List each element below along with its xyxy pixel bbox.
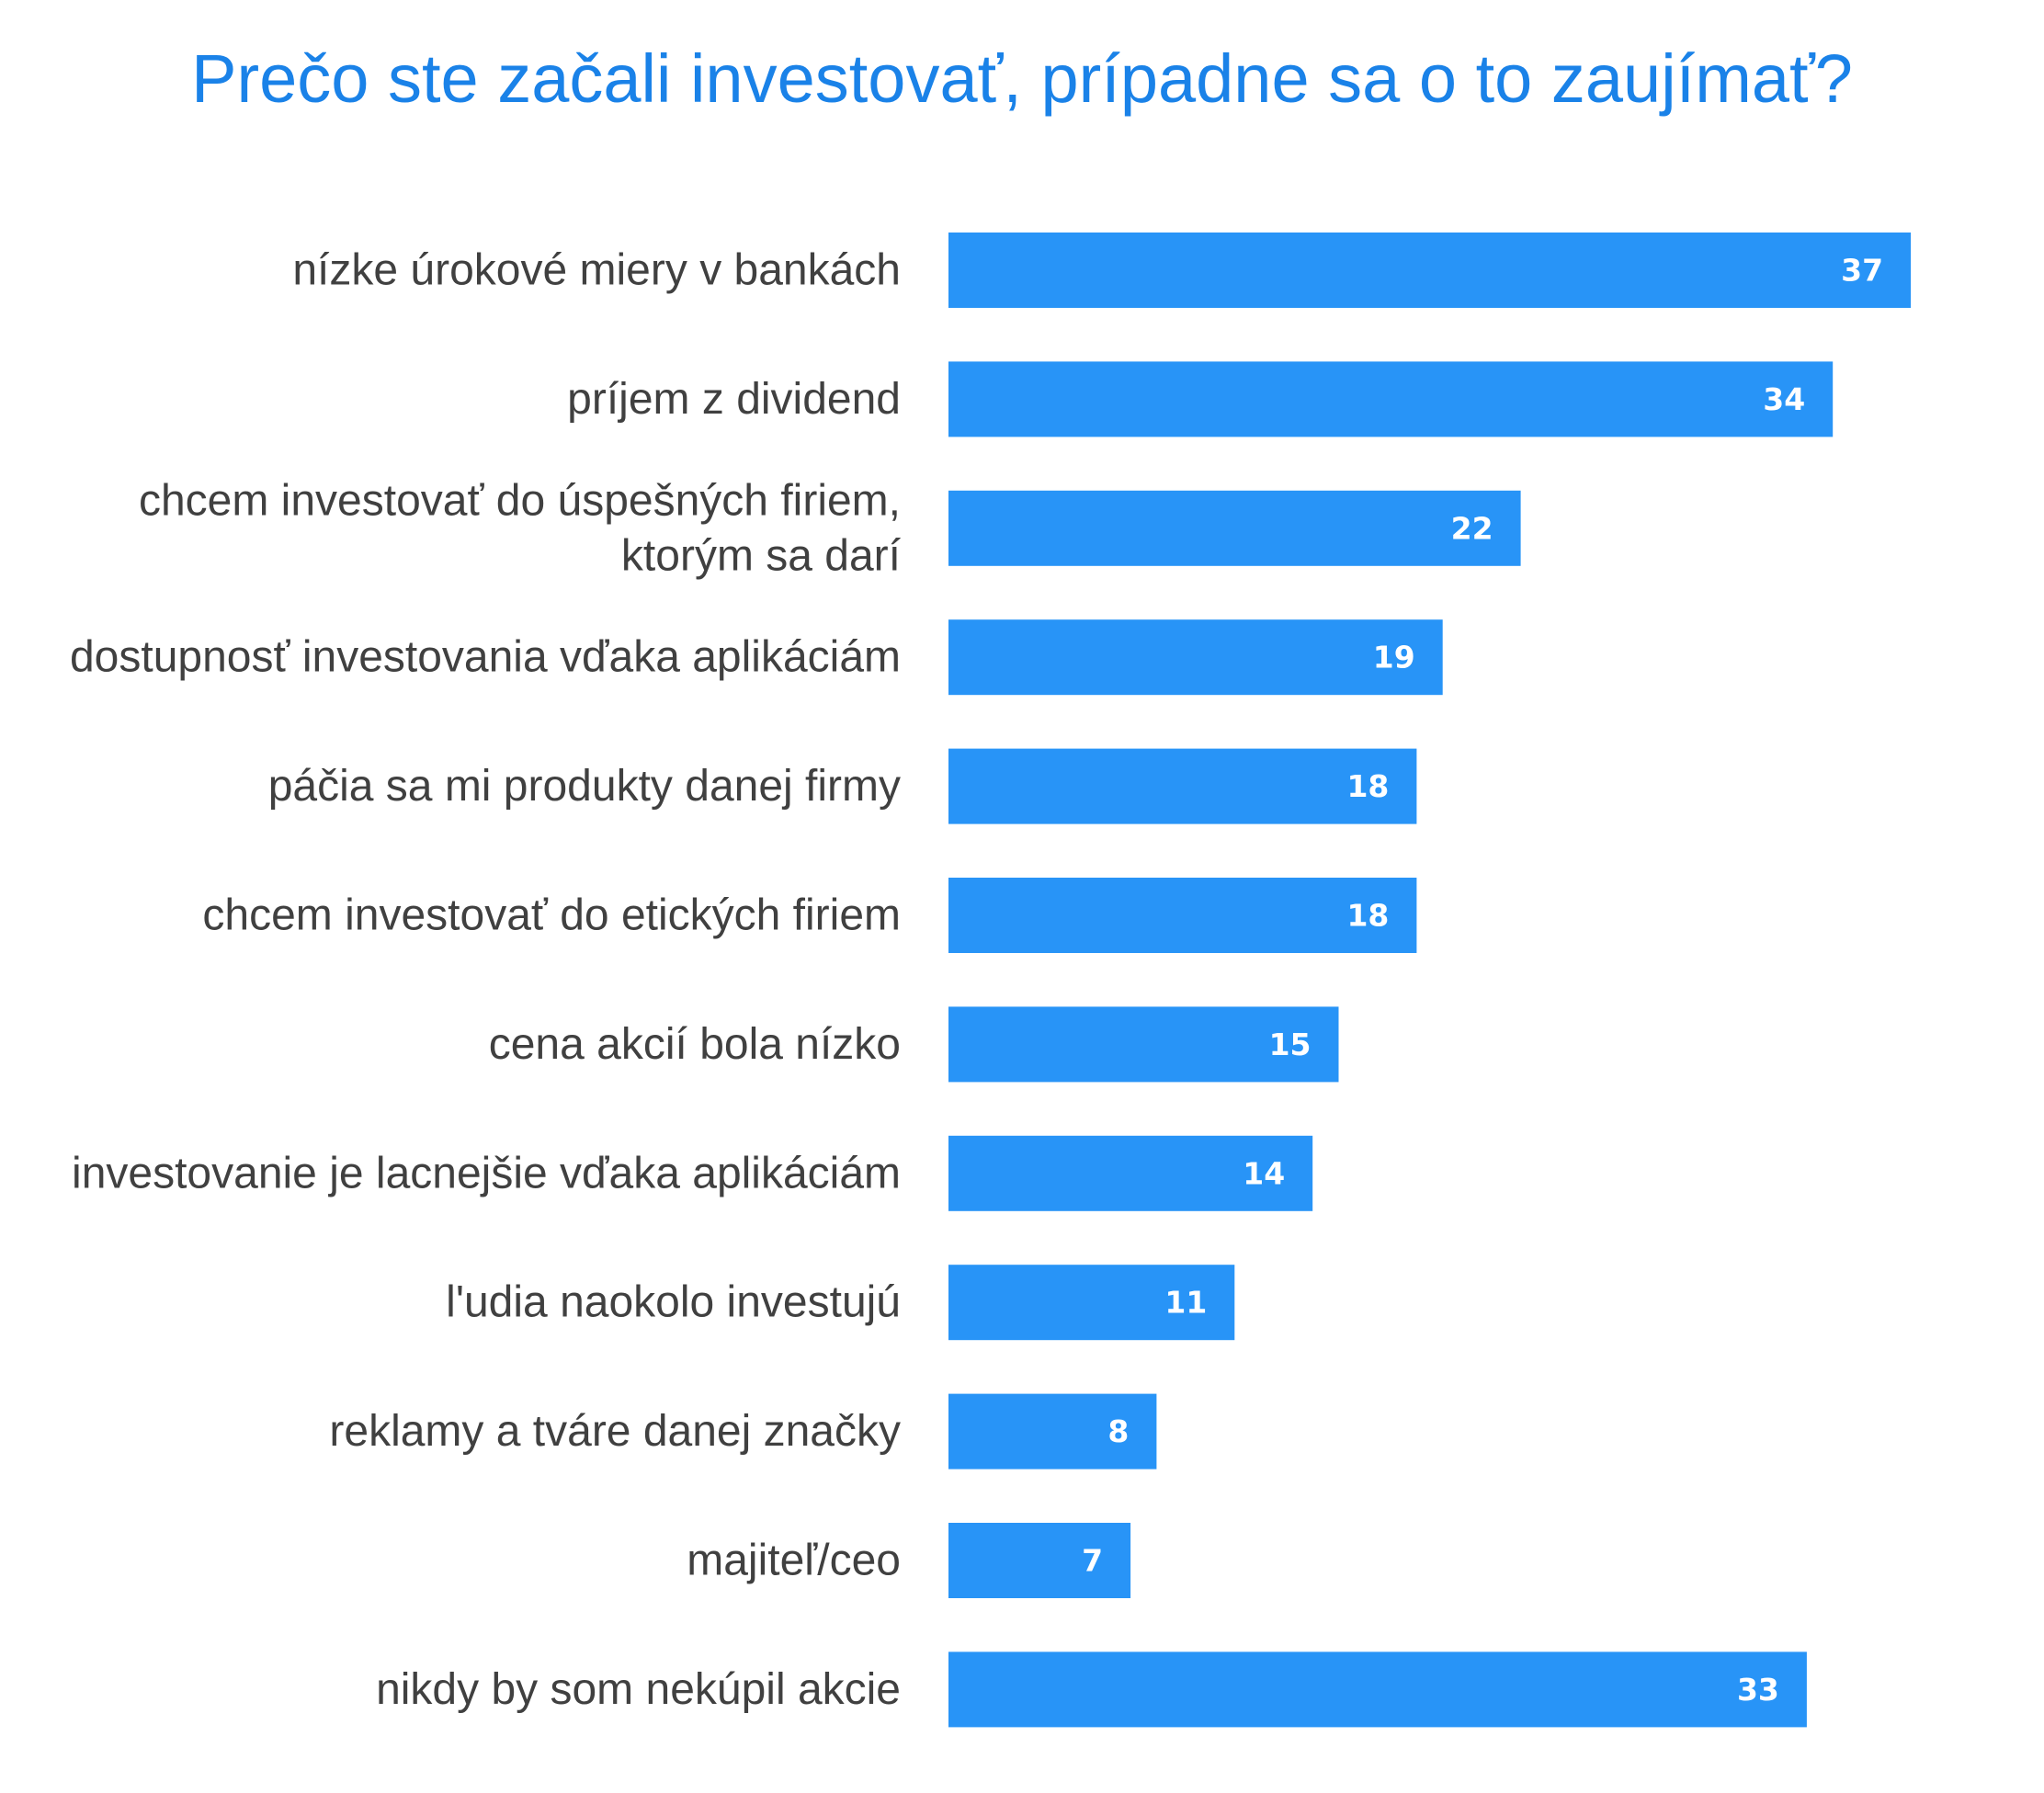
category-label-8: investovanie je lacnejšie vďaka aplikáci… xyxy=(72,1149,901,1197)
value-label-7: 15 xyxy=(1269,1027,1312,1062)
value-label-12: 33 xyxy=(1737,1672,1779,1708)
category-label-5: páčia sa mi produkty danej firmy xyxy=(268,762,901,811)
category-label-10: reklamy a tváre danej značky xyxy=(329,1407,901,1456)
category-label-6: chcem investovať do etických firiem xyxy=(202,891,901,940)
category-label-11: majiteľ/ceo xyxy=(687,1537,901,1585)
category-label-9: l'udia naokolo investujú xyxy=(446,1278,901,1327)
bar-1 xyxy=(948,233,1912,308)
bar-4 xyxy=(948,619,1443,696)
value-label-1: 37 xyxy=(1841,253,1883,289)
value-label-4: 19 xyxy=(1373,640,1415,675)
category-label-3-line-2: ktorým sa darí xyxy=(621,531,902,580)
bar-8 xyxy=(948,1135,1313,1211)
value-label-11: 7 xyxy=(1082,1543,1103,1579)
category-label-3-line-1: chcem investovať do úspešných firiem, xyxy=(139,476,901,525)
value-label-6: 18 xyxy=(1346,898,1389,934)
bar-9 xyxy=(948,1265,1235,1341)
bar-12 xyxy=(948,1651,1807,1728)
value-labels-group: 37 34 22 19 18 18 15 14 11 8 7 33 xyxy=(1082,253,1883,1708)
bar-11 xyxy=(948,1523,1131,1598)
category-labels-group: nízke úrokové miery v bankách príjem z di… xyxy=(70,246,902,1714)
bar-5 xyxy=(948,748,1417,824)
bars-group xyxy=(948,233,1912,1728)
category-label-1: nízke úrokové miery v bankách xyxy=(292,246,901,295)
bar-3 xyxy=(948,490,1521,566)
bar-7 xyxy=(948,1006,1339,1083)
value-label-5: 18 xyxy=(1346,768,1389,804)
category-label-4: dostupnosť investovania vďaka aplikáciám xyxy=(70,633,901,682)
value-label-8: 14 xyxy=(1243,1155,1285,1191)
category-label-12: nikdy by som nekúpil akcie xyxy=(376,1665,901,1714)
value-label-10: 8 xyxy=(1107,1413,1129,1449)
bar-10 xyxy=(948,1393,1157,1470)
value-label-2: 34 xyxy=(1763,381,1805,417)
chart-title: Prečo ste začali investovať, prípadne sa… xyxy=(191,40,1853,117)
bar-6 xyxy=(948,878,1417,953)
bar-2 xyxy=(948,361,1834,437)
value-label-3: 22 xyxy=(1451,510,1493,546)
category-label-7: cena akcií bola nízko xyxy=(489,1020,901,1069)
value-label-9: 11 xyxy=(1164,1285,1207,1321)
category-label-2: príjem z dividend xyxy=(567,375,901,424)
